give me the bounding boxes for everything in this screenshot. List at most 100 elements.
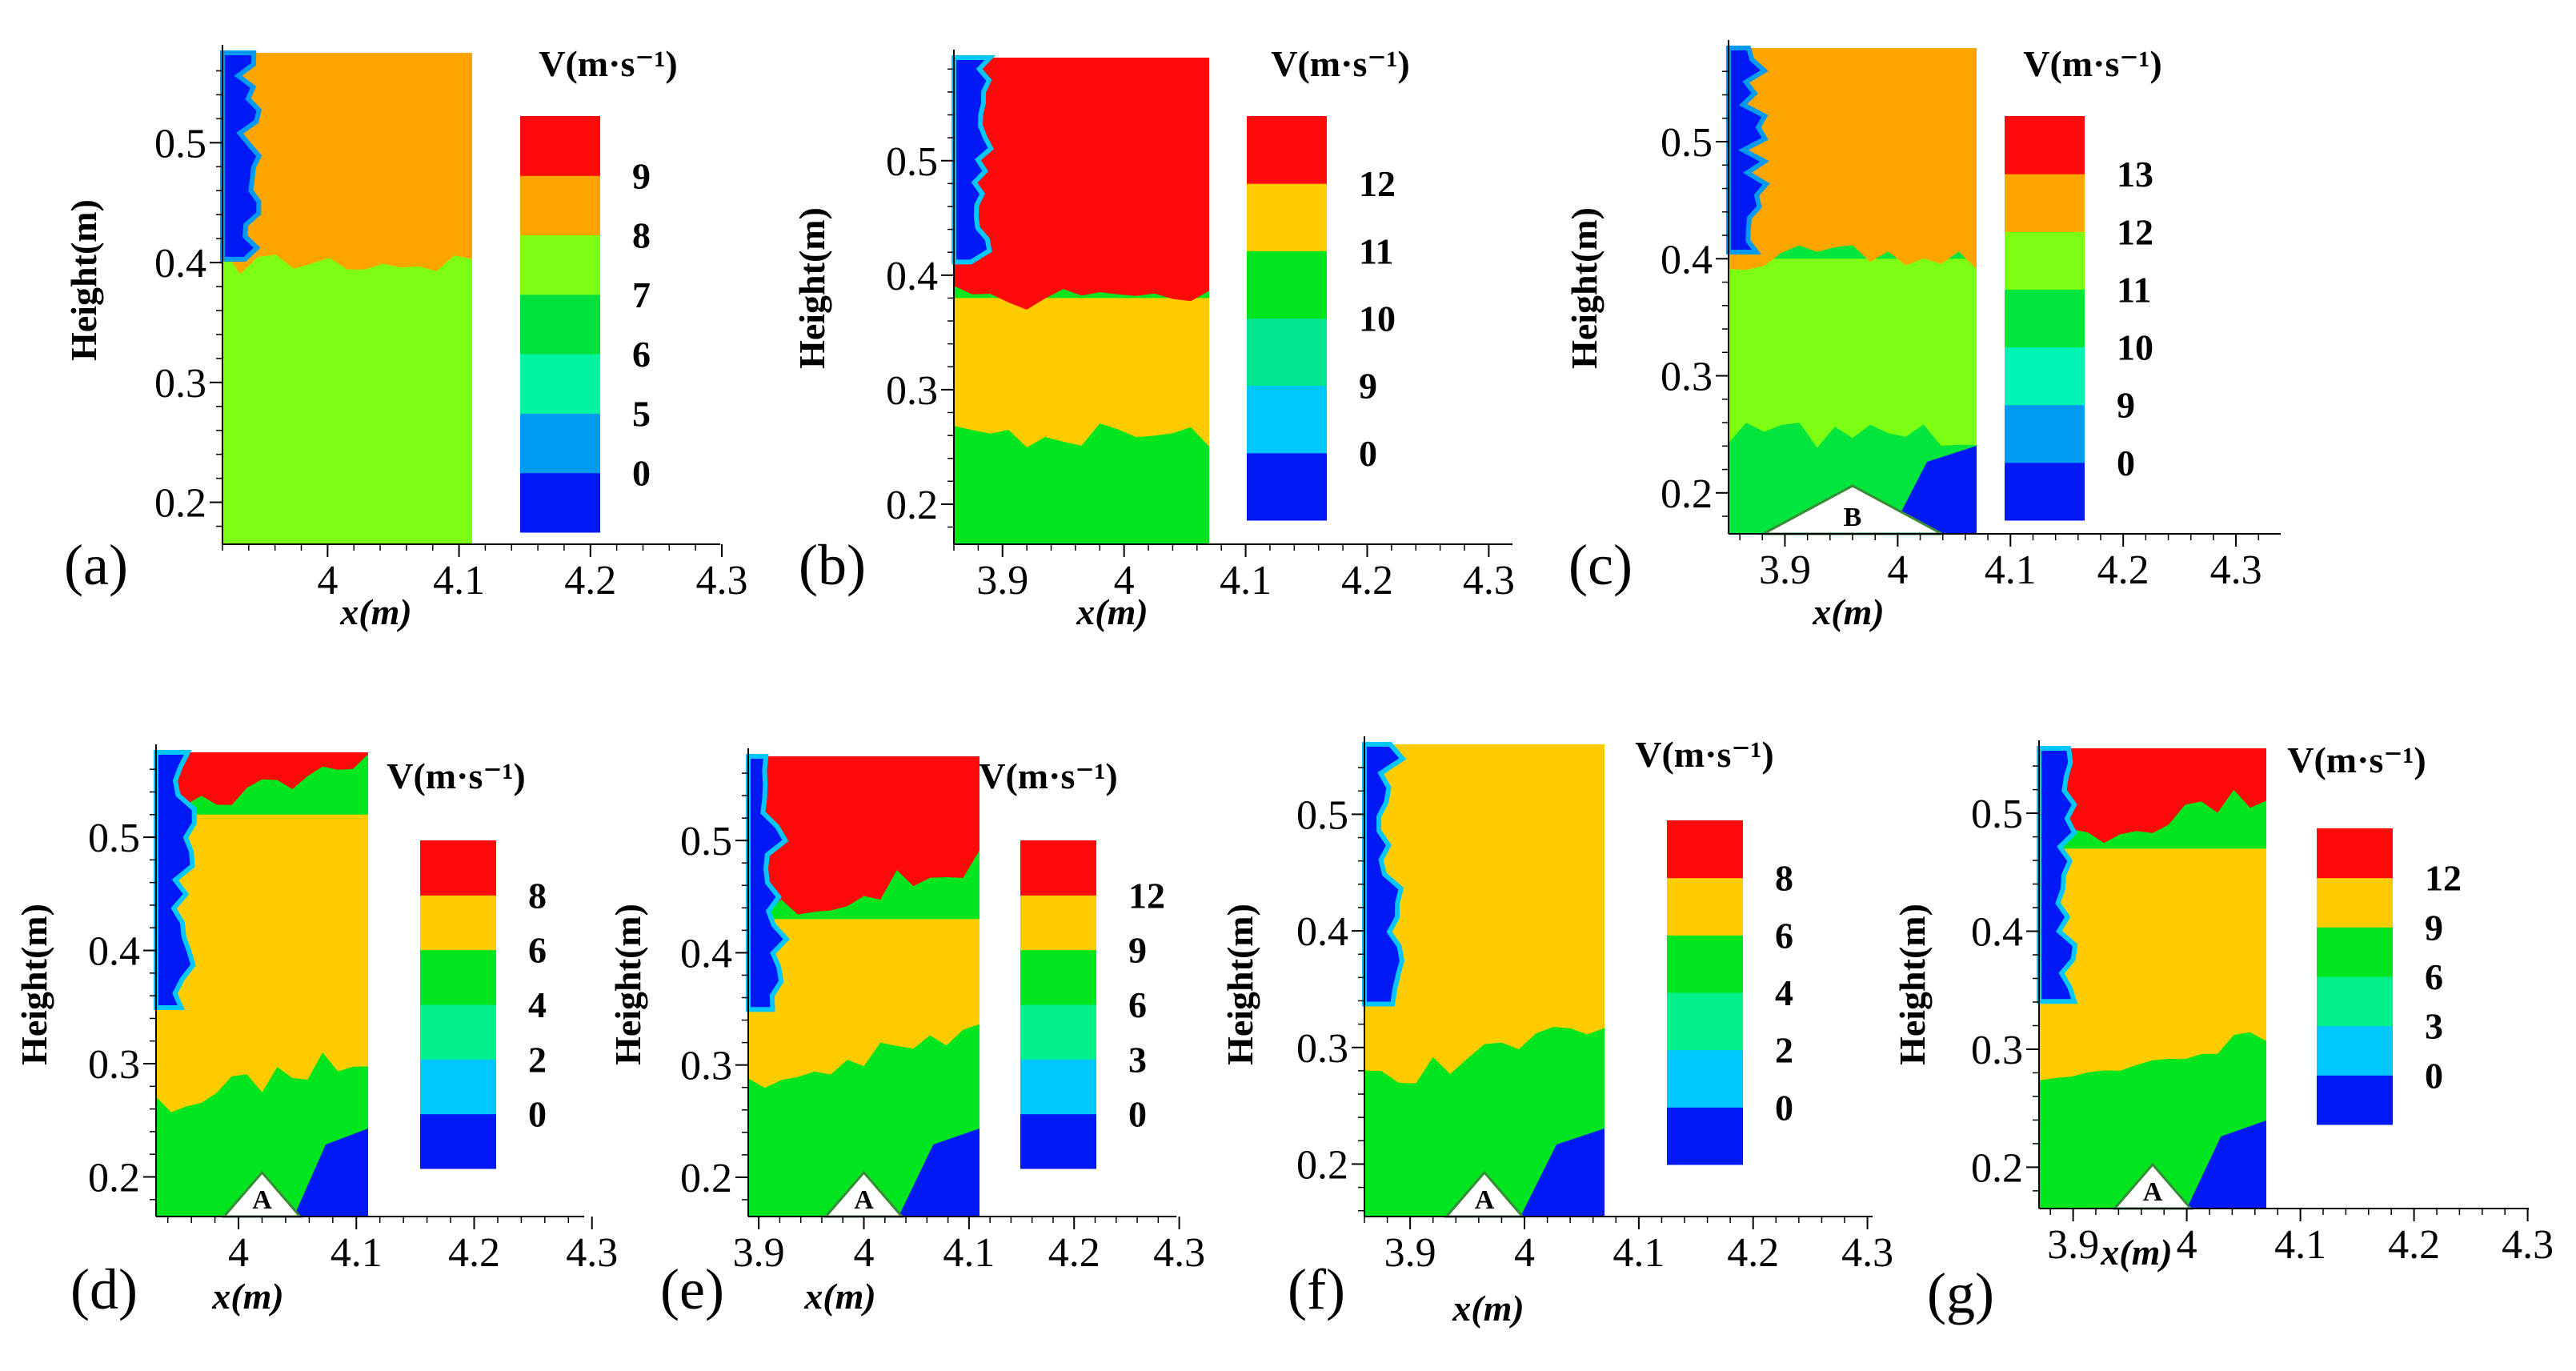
colorbar-segment — [2005, 404, 2085, 463]
y-tick-label: 0.3 — [680, 1044, 732, 1089]
y-axis-title: Height(m) — [1892, 904, 1933, 1065]
colorbar-tick-label: 9 — [632, 155, 651, 196]
contour-band — [222, 263, 472, 544]
y-tick-label: 0.4 — [886, 254, 938, 299]
colorbar-segment — [520, 175, 600, 236]
contour-field-c — [1726, 46, 1977, 534]
colorbar-segment — [420, 1004, 496, 1060]
contour-band — [748, 919, 980, 1088]
x-tick-label: 4.1 — [1220, 558, 1272, 603]
y-tick-label: 0.2 — [1296, 1142, 1348, 1188]
x-tick-label: 4.1 — [1985, 547, 2037, 593]
colorbar-segment — [1247, 251, 1327, 319]
wall-zone-edge — [2037, 746, 2078, 1004]
y-tick-label: 0.5 — [154, 121, 206, 166]
x-axis-title: x(m) — [1452, 1288, 1524, 1329]
colorbar-segment — [1667, 877, 1743, 936]
contour-field-d — [154, 750, 368, 1217]
colorbar-segment — [1247, 183, 1327, 251]
colorbar-segment — [1667, 820, 1743, 879]
x-tick-label: 4.3 — [1153, 1230, 1205, 1276]
colorbar-segment — [1667, 1049, 1743, 1108]
x-tick-label: 4.2 — [1727, 1230, 1779, 1276]
y-tick-label: 0.3 — [1661, 355, 1713, 400]
colorbar-segment — [2317, 877, 2393, 928]
contour-field-a — [220, 50, 472, 544]
panel-g: A 3.9 4 4.1 4.2 4.3 0.5 0.4 0.3 0.2 Height(m) x(m) (… — [1892, 740, 2554, 1325]
x-tick-label: 4.1 — [433, 558, 485, 603]
x-tick-label: 4.1 — [331, 1230, 383, 1276]
y-tick-label: 0.3 — [1296, 1026, 1348, 1072]
y-tick-label: 0.5 — [1296, 792, 1348, 838]
contour-field-b — [951, 55, 1209, 544]
y-axis-title: Height(m) — [14, 904, 54, 1065]
y-tick-label: 0.2 — [154, 481, 206, 527]
panel-b: 3.9 4 4.1 4.2 4.3 0.5 0.4 0.3 0.2 Height(m) x(m) (b… — [791, 43, 1515, 632]
x-tick-label: 3.9 — [1759, 547, 1811, 593]
contour-band — [156, 752, 368, 828]
y-axis-title: Height(m) — [1564, 207, 1604, 369]
contour-band — [2039, 848, 2266, 1080]
colorbar-tick-label: 6 — [1775, 915, 1793, 956]
colorbar-tick-label: 9 — [2425, 907, 2443, 948]
y-tick-label: 0.2 — [88, 1155, 140, 1201]
x-tick-label: 4 — [317, 558, 338, 603]
obstacle-label: A — [854, 1185, 874, 1215]
colorbar-segment — [2317, 828, 2393, 879]
wall-zone-edge — [1362, 742, 1407, 1007]
colorbar-tick-label: 0 — [1775, 1087, 1793, 1128]
y-tick-label: 0.5 — [680, 819, 732, 864]
y-tick-label: 0.5 — [886, 139, 938, 185]
x-tick-label: 4.3 — [696, 558, 748, 603]
colorbar-segment — [2005, 462, 2085, 521]
x-tick-label: 3.9 — [976, 558, 1028, 603]
colorbar-tick-label: 4 — [1775, 972, 1793, 1013]
contour-field-e — [746, 754, 980, 1217]
y-tick-label: 0.3 — [88, 1042, 140, 1088]
wall-zone-edge — [154, 750, 197, 1010]
x-axis-title: x(m) — [803, 1276, 875, 1317]
y-tick-label: 0.5 — [1661, 120, 1713, 166]
x-tick-label: 4.1 — [2274, 1222, 2326, 1268]
y-tick-label: 0.2 — [1971, 1145, 2023, 1191]
colorbar-segment — [1247, 116, 1327, 184]
colorbar-tick-label: 8 — [632, 215, 651, 256]
panel-label: (a) — [64, 533, 128, 597]
colorbar-segment — [1020, 949, 1096, 1005]
panel-label: (c) — [1568, 533, 1633, 597]
colorbar-tick-label: 0 — [1359, 433, 1377, 474]
colorbar-segment — [520, 472, 600, 533]
colorbar-segment — [1020, 895, 1096, 951]
wall-zone-edge — [746, 754, 790, 1012]
colorbar-tick-label: 0 — [528, 1094, 547, 1135]
colorbar-segment — [1020, 1059, 1096, 1115]
x-tick-label: 4.3 — [566, 1230, 618, 1276]
contour-band — [1729, 48, 1977, 271]
colorbar-segment — [1667, 1107, 1743, 1165]
colorbar-tick-label: 11 — [2117, 269, 2151, 310]
y-tick-label: 0.4 — [680, 931, 732, 976]
obstacle-label: B — [1844, 503, 1862, 532]
colorbar-segment — [1020, 1004, 1096, 1060]
x-tick-label: 4 — [1887, 547, 1908, 593]
colorbar-tick-label: 9 — [1359, 366, 1377, 407]
colorbar-segment — [420, 949, 496, 1005]
y-tick-label: 0.3 — [1971, 1028, 2023, 1073]
panel-a: 4 4.1 4.2 4.3 0.5 0.4 0.3 0.2 Height(m) x(m) (a) 9 8… — [63, 43, 748, 632]
colorbar-title: V(m·s⁻¹) — [2023, 43, 2162, 84]
y-axis-title: Height(m) — [1220, 904, 1260, 1065]
y-tick-label: 0.2 — [1661, 471, 1713, 517]
x-axis-title: x(m) — [1812, 591, 1884, 632]
colorbar-tick-label: 13 — [2117, 154, 2153, 194]
wake-low-speed-zone — [1889, 446, 1977, 534]
obstacle-label: A — [2143, 1177, 2163, 1207]
colorbar-segment — [420, 1059, 496, 1115]
x-tick-label: 4.2 — [1341, 558, 1393, 603]
colorbar-title: V(m·s⁻¹) — [387, 756, 526, 796]
wall-zone-edge — [220, 50, 262, 262]
y-tick-label: 0.4 — [154, 241, 206, 287]
panel-c: B 3.9 4 4.1 4.2 4.3 0.5 0.4 0.3 0.2 Height(m) x(m) (… — [1564, 40, 2281, 632]
contour-band — [156, 814, 368, 1112]
x-tick-label: 4.3 — [2210, 547, 2262, 593]
